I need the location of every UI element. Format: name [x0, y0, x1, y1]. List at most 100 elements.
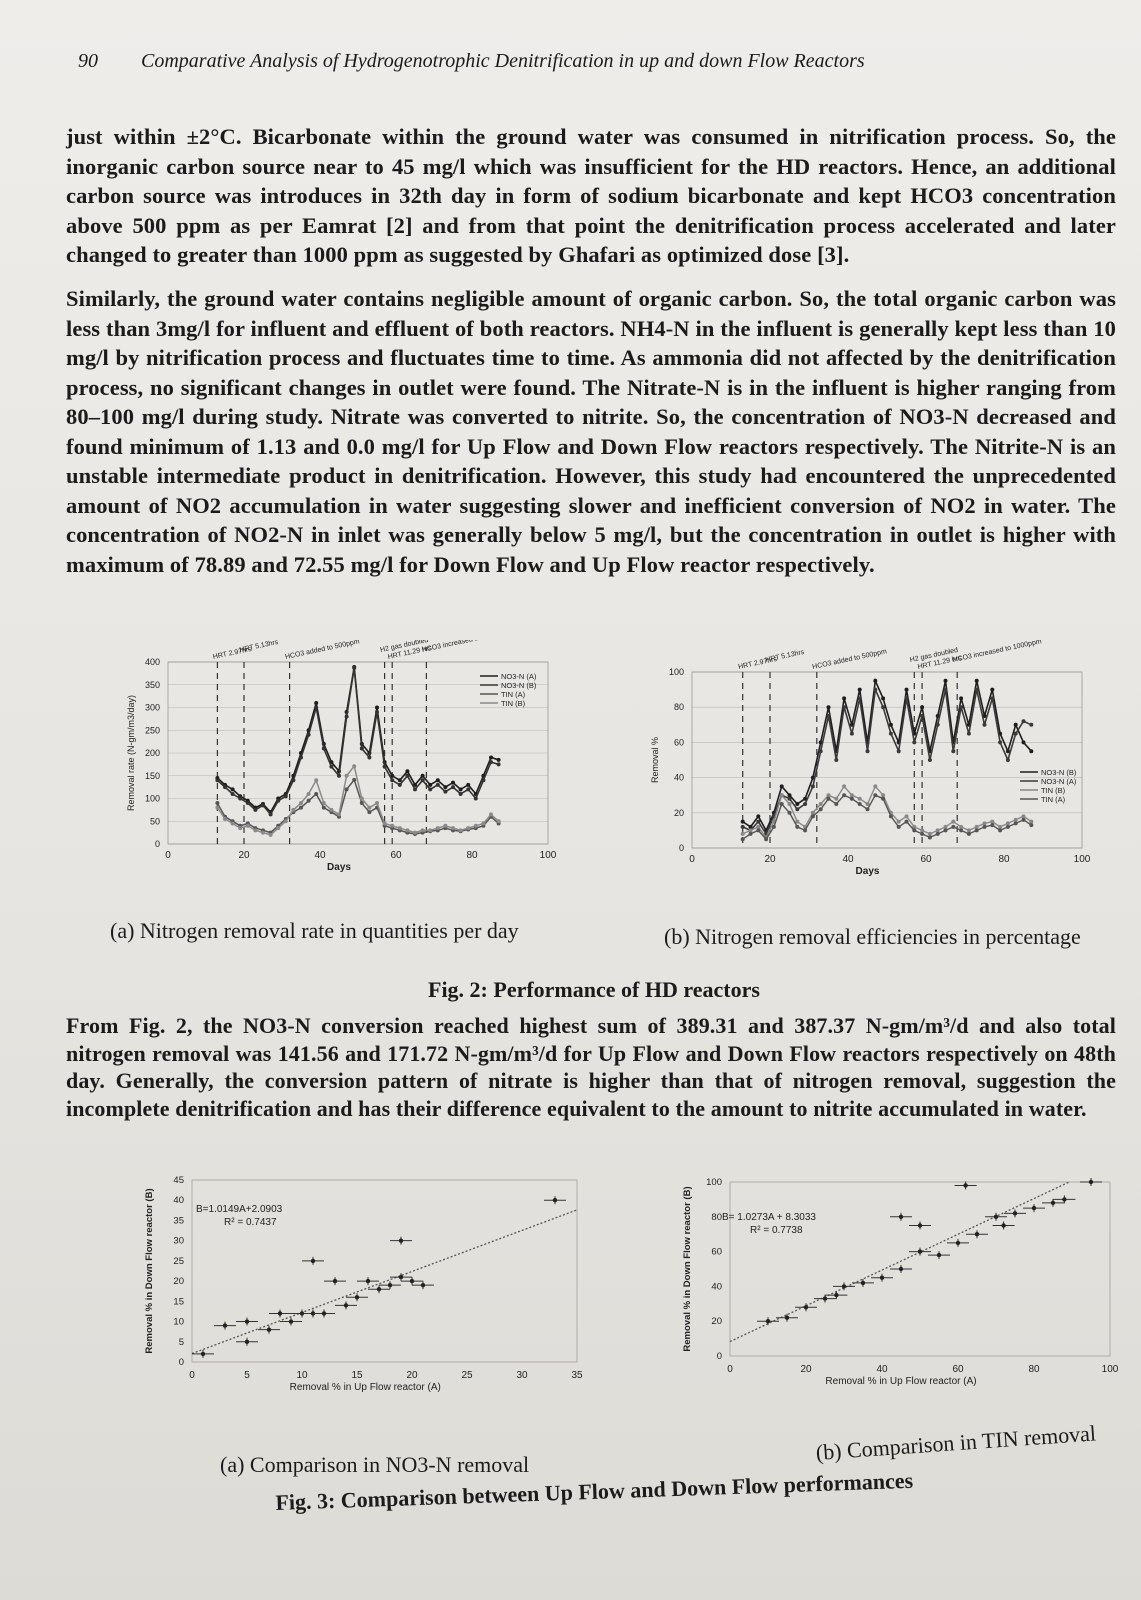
- event-annotation: HCO3 added to 500ppm: [285, 640, 361, 661]
- data-point: [367, 755, 372, 760]
- data-point: [998, 740, 1003, 745]
- fig2-caption-b: (b) Nitrogen removal efficiencies in per…: [664, 924, 1081, 949]
- data-point: [344, 773, 349, 778]
- data-point: [881, 705, 886, 710]
- data-point: [881, 796, 886, 801]
- event-annotation: HRT 5.13hrs: [239, 640, 280, 654]
- data-point: [822, 1296, 828, 1301]
- data-point: [990, 819, 995, 824]
- data-point: [344, 787, 349, 792]
- data-point: [818, 807, 823, 812]
- data-point: [865, 807, 870, 812]
- data-point: [337, 812, 341, 817]
- data-point: [898, 1214, 904, 1219]
- data-point: [920, 714, 925, 718]
- data-point: [1029, 819, 1034, 824]
- data-point: [473, 796, 478, 801]
- data-point: [343, 1303, 349, 1308]
- data-point: [1021, 719, 1026, 724]
- data-point: [787, 793, 792, 798]
- data-point: [420, 828, 425, 833]
- regression-equation: B= 1.0273A + 8.3033: [722, 1212, 816, 1223]
- x-tick-label: 30: [516, 1370, 528, 1381]
- data-point: [955, 1240, 961, 1246]
- data-point: [428, 782, 433, 787]
- data-point: [276, 798, 281, 803]
- data-point: [842, 784, 847, 789]
- data-point: [974, 828, 979, 833]
- data-point: [310, 1258, 316, 1264]
- data-point: [779, 793, 784, 798]
- paragraph-2: Similarly, the ground water contains neg…: [66, 286, 1116, 577]
- data-point: [552, 1198, 558, 1203]
- x-tick-label: 40: [876, 1364, 888, 1375]
- data-point: [898, 1266, 904, 1272]
- data-point: [912, 824, 917, 829]
- legend-entry: TIN (A): [501, 690, 526, 699]
- plot-frame: [691, 671, 1083, 849]
- x-tick-label: 20: [800, 1364, 812, 1375]
- data-point: [810, 810, 815, 815]
- event-annotation: HCO3 increased to 1000ppm: [952, 640, 1042, 664]
- x-tick-label: 60: [952, 1364, 964, 1375]
- data-point: [409, 1278, 415, 1284]
- trendline: [191, 1209, 578, 1355]
- data-point: [473, 823, 478, 828]
- data-point: [244, 1339, 250, 1344]
- fig3b-svg: 0 20 40 60 80 100 0 20 40 60 80 100 Removal % in Up …: [682, 1177, 1119, 1387]
- data-point: [826, 796, 831, 801]
- data-point: [842, 705, 847, 710]
- data-point: [834, 796, 839, 801]
- r-squared: R² = 0.7437: [224, 1217, 277, 1228]
- data-point: [748, 831, 753, 836]
- fig2a-svg: 0 50 100 150 200 250 300 350 400 0 20 40 60 80 100 Days…: [126, 640, 557, 873]
- y-tick-label: 0: [717, 1351, 722, 1362]
- data-point: [230, 791, 235, 796]
- data-point: [266, 1327, 272, 1332]
- data-point: [873, 678, 878, 683]
- y-axis-label: Removal % in Down Flow reactor (B): [682, 1186, 693, 1351]
- data-point: [451, 785, 455, 790]
- data-point: [966, 828, 971, 833]
- data-point: [998, 828, 1003, 833]
- data-point: [1031, 1205, 1037, 1211]
- y-tick-label: 0: [179, 1357, 184, 1368]
- data-point: [857, 687, 862, 692]
- data-point: [1029, 823, 1034, 828]
- data-point: [966, 731, 971, 736]
- data-point: [299, 805, 303, 810]
- data-point: [443, 823, 448, 828]
- data-point: [466, 787, 471, 792]
- data-point: [1021, 740, 1026, 745]
- data-point: [1005, 821, 1010, 826]
- data-point: [881, 793, 886, 798]
- data-point: [215, 801, 220, 806]
- data-point: [765, 1319, 771, 1324]
- x-tick-label: 100: [1074, 854, 1091, 865]
- y-tick-label: 50: [150, 816, 160, 826]
- data-point: [352, 764, 357, 769]
- data-point: [990, 696, 995, 701]
- data-point: [451, 780, 455, 785]
- data-point: [904, 814, 909, 819]
- data-point: [375, 801, 379, 806]
- data-point: [398, 1238, 404, 1243]
- data-point: [795, 807, 800, 812]
- series-line-2: [742, 785, 1032, 839]
- data-point: [860, 1280, 866, 1286]
- y-tick-label: 150: [145, 771, 160, 781]
- data-point: [435, 826, 440, 831]
- data-point: [849, 731, 854, 736]
- data-point: [291, 807, 296, 812]
- data-point: [1001, 1223, 1006, 1228]
- data-point: [888, 722, 893, 727]
- x-tick-label: 20: [764, 854, 776, 865]
- data-point: [982, 722, 987, 727]
- data-point: [382, 821, 387, 826]
- data-point: [496, 757, 501, 762]
- x-axis-label: Days: [856, 866, 880, 877]
- data-point: [795, 824, 800, 829]
- data-point: [390, 778, 395, 783]
- data-point: [332, 1278, 338, 1284]
